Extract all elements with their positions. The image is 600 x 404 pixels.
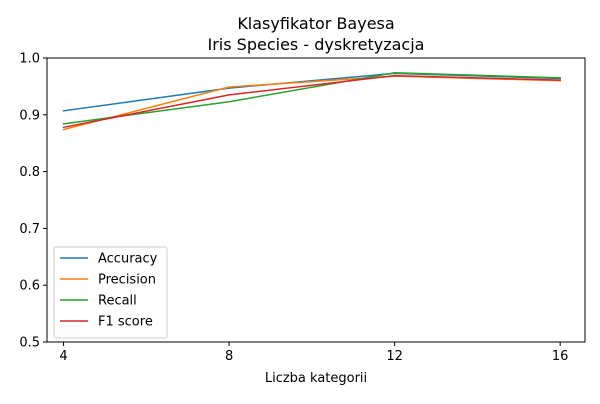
chart-subtitle: Iris Species - dyskretyzacja xyxy=(208,35,425,54)
plot-area: 4 8 12 16 0.5 0.6 0.7 0.8 0.9 1.0 xyxy=(19,52,586,364)
series-line-recall xyxy=(62,72,561,125)
legend-label-f1-score: F1 score xyxy=(98,315,153,330)
x-tick-label: 4 xyxy=(59,349,67,364)
legend-label-recall: Recall xyxy=(98,294,137,309)
x-tick-label: 8 xyxy=(225,349,233,364)
legend-label-precision: Precision xyxy=(98,273,156,288)
axes-frame xyxy=(46,57,586,343)
legend: Accuracy Precision Recall F1 score xyxy=(53,246,168,339)
y-tick-label: 0.6 xyxy=(19,279,40,294)
y-tick-label: 0.8 xyxy=(19,165,40,180)
chart-title: Klasyfikator Bayesa xyxy=(237,14,394,33)
y-tick-label: 0.9 xyxy=(19,108,40,123)
y-tick-label: 1.0 xyxy=(19,52,40,67)
x-tick-label: 16 xyxy=(552,349,569,364)
y-tick-label: 0.7 xyxy=(19,222,40,237)
legend-box xyxy=(53,246,168,339)
x-tick-label: 12 xyxy=(386,349,403,364)
legend-label-accuracy: Accuracy xyxy=(98,252,158,267)
x-axis-label: Liczba kategorii xyxy=(265,371,367,386)
y-tick-label: 0.5 xyxy=(19,336,40,351)
series-line-f1-score xyxy=(62,74,561,129)
